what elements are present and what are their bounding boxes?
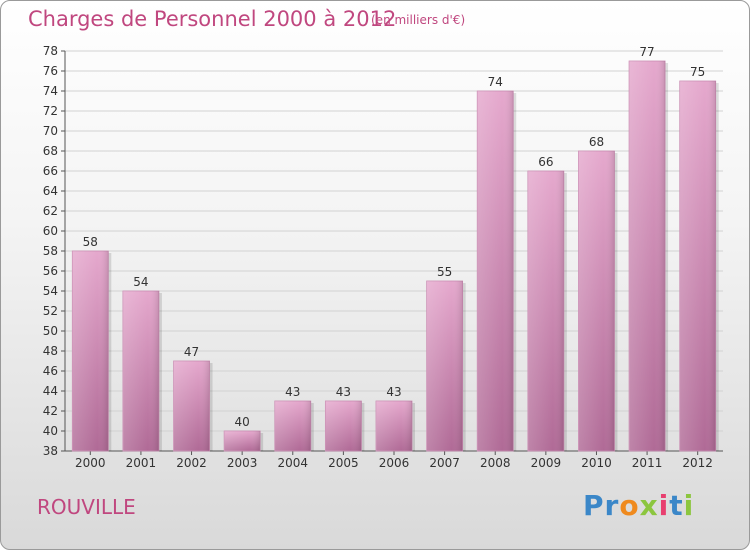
- y-tick-label: 38: [43, 444, 58, 458]
- bar-highlight: [173, 361, 210, 451]
- y-tick-label: 46: [43, 364, 58, 378]
- x-tick-label: 2003: [227, 456, 258, 470]
- x-tick-label: 2000: [75, 456, 106, 470]
- data-label: 54: [133, 275, 148, 289]
- data-label: 55: [437, 265, 452, 279]
- data-label: 43: [336, 385, 351, 399]
- y-tick-label: 42: [43, 404, 58, 418]
- data-label: 40: [235, 415, 250, 429]
- brand-letter: o: [619, 489, 640, 522]
- y-tick-label: 48: [43, 344, 58, 358]
- y-tick-label: 60: [43, 224, 58, 238]
- data-label: 58: [83, 235, 98, 249]
- y-tick-label: 68: [43, 144, 58, 158]
- y-tick-label: 78: [43, 44, 58, 58]
- y-tick-label: 56: [43, 264, 58, 278]
- x-tick-label: 2007: [429, 456, 460, 470]
- chart-subtitle: (en milliers d'€): [371, 13, 466, 27]
- brand-letter: i: [658, 489, 670, 522]
- bar-highlight: [578, 151, 615, 451]
- chart-title: Charges de Personnel 2000 à 2012: [28, 7, 397, 31]
- y-tick-label: 76: [43, 64, 58, 78]
- y-tick-label: 66: [43, 164, 58, 178]
- x-tick-label: 2009: [531, 456, 562, 470]
- y-tick-label: 52: [43, 304, 58, 318]
- data-label: 77: [639, 45, 654, 59]
- data-label: 43: [386, 385, 401, 399]
- x-tick-label: 2001: [126, 456, 157, 470]
- x-tick-label: 2005: [328, 456, 359, 470]
- bar-highlight: [426, 281, 463, 451]
- x-tick-label: 2002: [176, 456, 207, 470]
- y-tick-label: 58: [43, 244, 58, 258]
- brand-letter: P: [583, 489, 605, 522]
- bar-highlight: [629, 61, 666, 451]
- data-label: 47: [184, 345, 199, 359]
- brand-letter: r: [604, 489, 620, 522]
- x-tick-label: 2012: [682, 456, 713, 470]
- bar-highlight: [527, 171, 564, 451]
- bar-highlight: [325, 401, 362, 451]
- y-tick-label: 70: [43, 124, 58, 138]
- bar-highlight: [274, 401, 311, 451]
- y-tick-label: 74: [43, 84, 58, 98]
- bar-highlight: [72, 251, 109, 451]
- x-tick-label: 2010: [581, 456, 612, 470]
- data-label: 74: [488, 75, 503, 89]
- bar-highlight: [679, 81, 716, 451]
- data-label: 75: [690, 65, 705, 79]
- y-tick-label: 50: [43, 324, 58, 338]
- bar-highlight: [477, 91, 514, 451]
- commune-name: ROUVILLE: [37, 495, 136, 519]
- x-tick-label: 2006: [379, 456, 410, 470]
- bar-highlight: [122, 291, 159, 451]
- brand-letter: t: [669, 489, 684, 522]
- data-label: 66: [538, 155, 553, 169]
- bar-highlight: [224, 431, 261, 451]
- proxiti-logo: Proxiti: [583, 489, 694, 522]
- brand-letter: x: [639, 489, 659, 522]
- bar-highlight: [376, 401, 412, 451]
- y-tick-label: 62: [43, 204, 58, 218]
- y-tick-label: 64: [43, 184, 58, 198]
- data-label: 68: [589, 135, 604, 149]
- y-tick-label: 72: [43, 104, 58, 118]
- y-tick-label: 44: [43, 384, 58, 398]
- x-tick-label: 2011: [632, 456, 663, 470]
- y-tick-label: 40: [43, 424, 58, 438]
- x-tick-label: 2008: [480, 456, 511, 470]
- x-tick-label: 2004: [277, 456, 308, 470]
- y-tick-label: 54: [43, 284, 58, 298]
- data-label: 43: [285, 385, 300, 399]
- brand-letter: i: [683, 489, 695, 522]
